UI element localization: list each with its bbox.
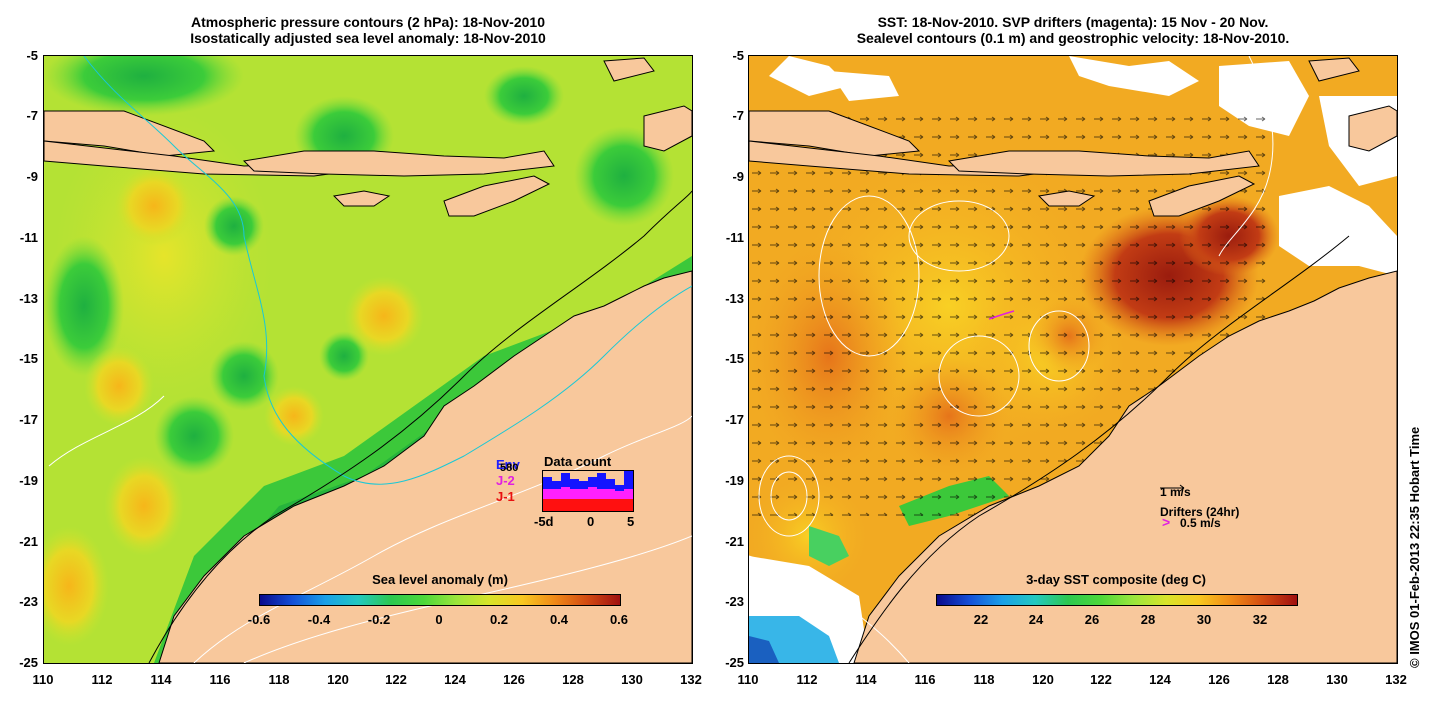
left-xtick: 112 <box>91 672 113 687</box>
left-colorbar-tick: 0.2 <box>489 612 509 627</box>
data-count-xtick: 0 <box>587 514 595 529</box>
left-ytick: -15 <box>19 351 38 366</box>
right-colorbar-tick: 32 <box>1252 612 1268 627</box>
drifters-label: Drifters (24hr) <box>1160 505 1240 519</box>
left-ytick: -7 <box>26 108 38 123</box>
data-count-bars-svg <box>543 471 633 511</box>
velocity-arrow-svg <box>1160 484 1185 492</box>
drifter-scale-arrow-icon: > <box>1162 514 1171 530</box>
left-colorbar-title: Sea level anomaly (m) <box>372 572 508 587</box>
right-ytick: -15 <box>725 351 744 366</box>
left-map-svg <box>44 56 692 663</box>
left-ytick: -21 <box>19 534 38 549</box>
left-colorbar-tick: -0.4 <box>307 612 331 627</box>
right-ytick: -13 <box>725 291 744 306</box>
left-colorbar-tick: -0.6 <box>247 612 271 627</box>
left-xtick: 118 <box>268 672 290 687</box>
left-ytick: -25 <box>19 655 38 670</box>
left-xtick: 122 <box>385 672 407 687</box>
left-ytick: -11 <box>19 230 38 245</box>
data-count-title: Data count <box>544 454 612 469</box>
right-ytick: -19 <box>725 473 744 488</box>
right-title-line1: SST: 18-Nov-2010. SVP drifters (magenta)… <box>877 14 1269 30</box>
velocity-scale-label: 1 m/s <box>1160 485 1191 499</box>
right-colorbar-tick: 22 <box>973 612 989 627</box>
right-xtick: 130 <box>1326 672 1348 687</box>
right-xtick: 126 <box>1208 672 1230 687</box>
credit-text: © IMOS 01-Feb-2013 22:35 Hobart Time <box>1407 426 1422 668</box>
velocity-scale-arrow <box>1160 479 1186 492</box>
right-map-sst <box>748 55 1398 664</box>
left-ytick: -17 <box>19 412 38 427</box>
data-count-bars <box>542 470 634 512</box>
right-title-line2: Sealevel contours (0.1 m) and geostrophi… <box>856 30 1290 46</box>
left-ytick: -13 <box>19 291 38 306</box>
left-title-line2: Isostatically adjusted sea level anomaly… <box>190 30 546 46</box>
left-colorbar-tick: 0 <box>435 612 443 627</box>
left-ytick: -9 <box>26 169 38 184</box>
right-ytick: -5 <box>732 48 744 63</box>
right-xtick: 112 <box>796 672 818 687</box>
left-xtick: 120 <box>327 672 349 687</box>
data-count-sat3: J-1 <box>496 489 515 504</box>
left-xtick: 128 <box>562 672 584 687</box>
right-colorbar <box>936 594 1298 606</box>
left-xtick: 116 <box>209 672 231 687</box>
left-colorbar-tick: -0.2 <box>367 612 391 627</box>
right-colorbar-tick: 30 <box>1196 612 1212 627</box>
right-map-svg <box>749 56 1397 663</box>
left-xtick: 126 <box>503 672 525 687</box>
right-ytick: -25 <box>725 655 744 670</box>
data-count-sat1: Env <box>496 457 520 472</box>
right-colorbar-title: 3-day SST composite (deg C) <box>1026 572 1206 587</box>
drifter-scale-label: 0.5 m/s <box>1180 516 1221 530</box>
left-xtick: 124 <box>444 672 466 687</box>
left-xtick: 130 <box>621 672 643 687</box>
left-ytick: -19 <box>19 473 38 488</box>
right-xtick: 122 <box>1090 672 1112 687</box>
right-ytick: -21 <box>725 534 744 549</box>
right-xtick: 120 <box>1032 672 1054 687</box>
left-xtick: 132 <box>680 672 702 687</box>
right-colorbar-tick: 26 <box>1084 612 1100 627</box>
right-colorbar-tick: 28 <box>1140 612 1156 627</box>
right-xtick: 116 <box>914 672 936 687</box>
right-ytick: -11 <box>725 230 744 245</box>
data-count-xtick: -5d <box>534 514 554 529</box>
left-map-sea-level-anomaly <box>43 55 693 664</box>
left-ytick: -5 <box>26 48 38 63</box>
data-count-sat1-count: 580 <box>500 462 519 474</box>
right-xtick: 118 <box>973 672 995 687</box>
left-xtick: 114 <box>150 672 172 687</box>
data-count-xtick: 5 <box>627 514 635 529</box>
right-xtick: 128 <box>1267 672 1289 687</box>
left-xtick: 110 <box>32 672 54 687</box>
right-ytick: -7 <box>732 108 744 123</box>
left-colorbar-tick: 0.4 <box>549 612 569 627</box>
right-ytick: -23 <box>725 594 744 609</box>
left-colorbar <box>259 594 621 606</box>
right-xtick: 110 <box>737 672 759 687</box>
left-ytick: -23 <box>19 594 38 609</box>
right-xtick: 124 <box>1149 672 1171 687</box>
right-xtick: 132 <box>1385 672 1407 687</box>
right-ytick: -17 <box>725 412 744 427</box>
data-count-sat2: J-2 <box>496 473 515 488</box>
right-ytick: -9 <box>732 169 744 184</box>
right-xtick: 114 <box>855 672 877 687</box>
left-colorbar-tick: 0.6 <box>609 612 629 627</box>
right-colorbar-tick: 24 <box>1028 612 1044 627</box>
left-title-line1: Atmospheric pressure contours (2 hPa): 1… <box>191 14 545 30</box>
